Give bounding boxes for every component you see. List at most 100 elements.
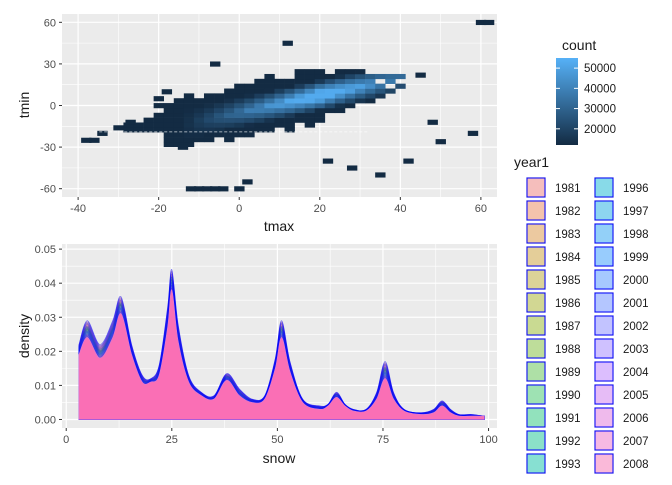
heatmap-cell bbox=[153, 122, 165, 128]
heatmap-cell bbox=[314, 69, 326, 75]
heatmap-cell bbox=[173, 98, 185, 104]
density-y-tick-label: 0.04 bbox=[35, 278, 56, 290]
heatmap-y-tick-label: 30 bbox=[44, 59, 56, 71]
heatmap-cell bbox=[284, 98, 295, 104]
heatmap-cell bbox=[355, 98, 366, 104]
year1-legend-label: 1999 bbox=[623, 252, 649, 264]
heatmap-cell bbox=[324, 98, 336, 104]
heatmap-cell bbox=[183, 137, 195, 143]
heatmap-cell bbox=[193, 132, 205, 138]
year1-legend-label: 2001 bbox=[623, 298, 649, 310]
heatmap-cell bbox=[264, 107, 275, 114]
heatmap-cell bbox=[224, 88, 235, 94]
heatmap-cell bbox=[375, 93, 386, 99]
heatmap-cell bbox=[214, 98, 225, 104]
heatmap-cell bbox=[334, 98, 346, 104]
heatmap-cell bbox=[234, 107, 245, 114]
year1-legend-key bbox=[526, 315, 546, 336]
heatmap-y-tick-label: -30 bbox=[40, 142, 56, 154]
heatmap-cell bbox=[183, 93, 195, 99]
heatmap-cell bbox=[334, 88, 346, 94]
heatmap-y-tick-label: 60 bbox=[44, 17, 56, 29]
count-legend-label: 30000 bbox=[584, 104, 616, 116]
heatmap-cell bbox=[133, 122, 144, 128]
year1-legend-label: 1984 bbox=[555, 252, 581, 264]
year1-legend-label: 1992 bbox=[555, 436, 581, 448]
density-x-tick-label: 100 bbox=[479, 434, 497, 446]
heatmap-cell bbox=[193, 137, 205, 143]
heatmap-cell bbox=[183, 127, 195, 133]
heatmap-cell bbox=[81, 137, 92, 143]
heatmap-cell bbox=[304, 122, 316, 128]
heatmap-cell bbox=[264, 78, 275, 84]
heatmap-cell bbox=[97, 130, 108, 136]
heatmap-cell bbox=[203, 122, 215, 128]
heatmap-cell bbox=[244, 103, 255, 109]
year1-legend-key bbox=[594, 246, 614, 267]
year1-legend-key bbox=[594, 384, 614, 405]
heatmap-cell bbox=[244, 98, 255, 104]
heatmap-cell bbox=[355, 78, 366, 84]
heatmap-cell bbox=[365, 73, 376, 80]
heatmap-cell bbox=[244, 107, 255, 114]
heatmap-cell bbox=[334, 69, 346, 75]
heatmap-cell bbox=[264, 93, 275, 99]
heatmap-cell bbox=[344, 93, 356, 99]
heatmap-cell bbox=[304, 69, 316, 75]
year1-legend-label: 2004 bbox=[623, 367, 649, 379]
year1-legend-key bbox=[594, 430, 614, 451]
heatmap-cell bbox=[201, 186, 213, 192]
heatmap-cell bbox=[294, 78, 305, 84]
heatmap-cell bbox=[254, 98, 265, 104]
heatmap-cell bbox=[365, 78, 376, 84]
heatmap-cell bbox=[274, 83, 285, 89]
heatmap-cell bbox=[294, 93, 305, 99]
heatmap-cell bbox=[355, 93, 366, 99]
heatmap-cell bbox=[234, 127, 245, 133]
heatmap-cell bbox=[284, 88, 295, 94]
density-y-axis-title: density bbox=[16, 314, 32, 358]
heatmap-cell bbox=[183, 141, 195, 148]
year1-legend-label: 2008 bbox=[623, 459, 649, 471]
heatmap-cell bbox=[214, 112, 225, 118]
heatmap-cell bbox=[143, 117, 154, 123]
heatmap-cell bbox=[244, 127, 255, 133]
heatmap-cell bbox=[314, 73, 326, 80]
heatmap-cell bbox=[284, 103, 295, 109]
heatmap-cell bbox=[234, 83, 245, 89]
year1-legend-label: 1993 bbox=[555, 459, 581, 471]
heatmap-y-axis-title: tmin bbox=[16, 92, 32, 118]
density-x-axis-title: snow bbox=[263, 450, 297, 466]
heatmap-cell bbox=[163, 137, 175, 143]
heatmap-cell bbox=[183, 122, 195, 128]
heatmap-cell bbox=[304, 98, 316, 104]
heatmap-cell bbox=[375, 172, 386, 178]
heatmap-cell bbox=[344, 98, 356, 104]
heatmap-x-tick-label: -20 bbox=[151, 203, 167, 215]
year1-legend-label: 1983 bbox=[555, 229, 581, 241]
year1-legend-key bbox=[594, 292, 614, 313]
heatmap-cell bbox=[244, 93, 255, 99]
heatmap-x-tick-label: 40 bbox=[394, 203, 406, 215]
heatmap-cell bbox=[274, 88, 285, 94]
heatmap-cell bbox=[214, 122, 225, 128]
heatmap-cell bbox=[254, 127, 265, 133]
heatmap-cells bbox=[81, 19, 495, 192]
heatmap-cell bbox=[324, 93, 336, 99]
heatmap-cell bbox=[294, 83, 305, 89]
year1-legend-key bbox=[594, 269, 614, 290]
heatmap-cell bbox=[203, 103, 215, 109]
heatmap-cell bbox=[264, 103, 275, 109]
year1-legend-label: 1996 bbox=[623, 183, 649, 195]
heatmap-x-axis-title: tmax bbox=[264, 218, 294, 234]
heatmap-cell bbox=[113, 125, 124, 131]
heatmap-cell bbox=[163, 122, 175, 128]
heatmap-cell bbox=[284, 127, 295, 133]
year1-legend-label: 2005 bbox=[623, 390, 649, 402]
year1-legend-key bbox=[594, 407, 614, 428]
heatmap-cell bbox=[224, 98, 235, 104]
heatmap-cell bbox=[415, 72, 426, 78]
year1-legend-label: 1997 bbox=[623, 206, 649, 218]
heatmap-cell bbox=[193, 103, 205, 109]
year1-legend-label: 2002 bbox=[623, 321, 649, 333]
